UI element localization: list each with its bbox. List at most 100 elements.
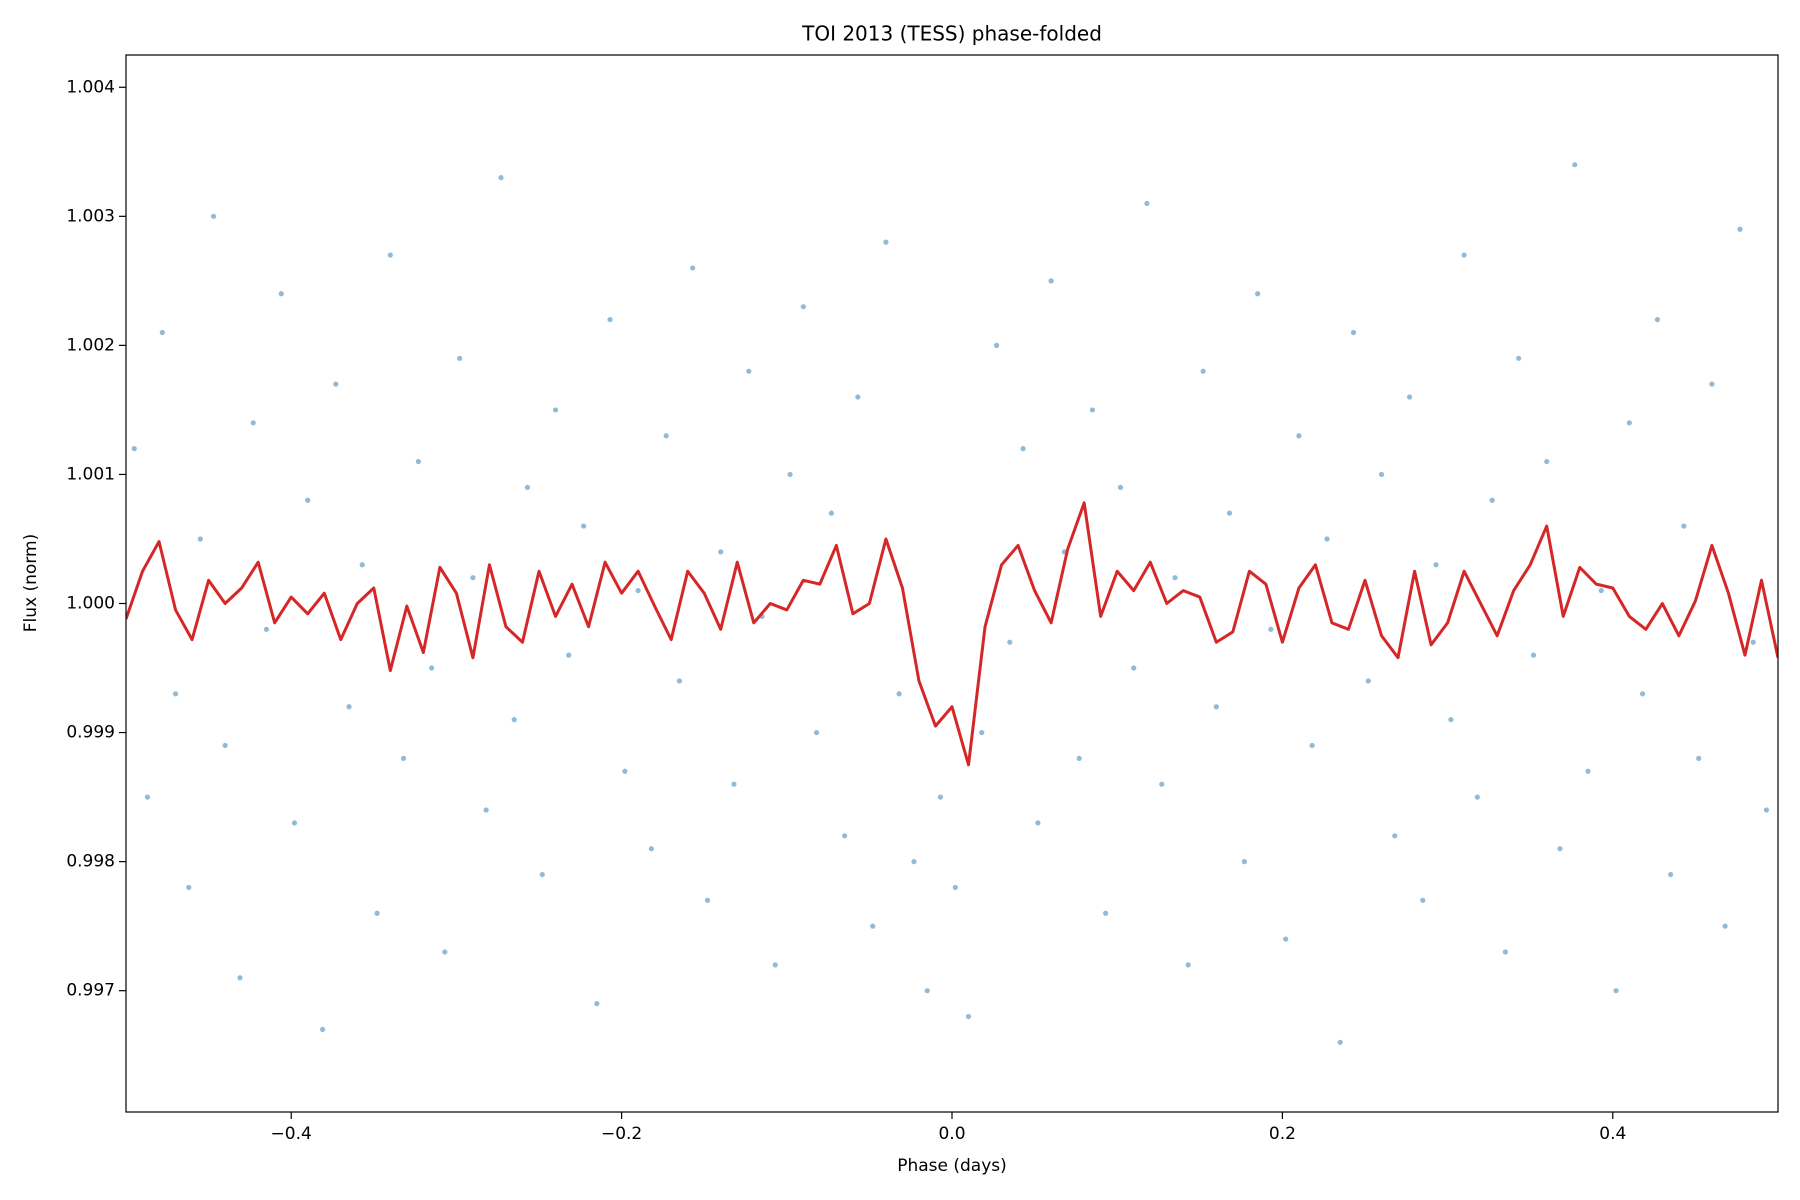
chart-title: TOI 2013 (TESS) phase-folded [801, 22, 1102, 46]
data-point [581, 523, 587, 529]
data-point [1226, 510, 1233, 516]
data-point [457, 355, 463, 361]
data-point [1530, 652, 1537, 658]
y-axis-label: Flux (norm) [21, 534, 41, 632]
data-point [1283, 936, 1289, 942]
data-point [648, 846, 654, 852]
data-point [1737, 226, 1743, 232]
data-point [813, 729, 820, 736]
data-point [1213, 704, 1219, 710]
data-point [607, 316, 613, 323]
data-point [442, 949, 448, 955]
data-point [1131, 665, 1137, 671]
data-point [237, 975, 243, 981]
data-point [800, 304, 806, 310]
data-point [1516, 355, 1522, 361]
data-point [1420, 897, 1426, 903]
data-point [1365, 678, 1371, 684]
data-point [291, 820, 298, 826]
data-point [1461, 252, 1467, 258]
data-point [828, 510, 835, 516]
data-point [704, 897, 711, 903]
y-tick-label: 1.004 [66, 77, 115, 97]
data-point [1763, 807, 1770, 813]
data-point [965, 1013, 972, 1020]
data-point [1103, 910, 1109, 916]
data-point [896, 691, 902, 697]
data-point [346, 704, 352, 710]
data-point [470, 575, 476, 581]
data-point [855, 394, 861, 400]
data-point [1544, 458, 1550, 465]
data-point [539, 871, 545, 878]
data-point [1350, 329, 1357, 336]
data-point [1076, 755, 1082, 761]
plot-area [126, 162, 1778, 1045]
data-point [883, 239, 889, 245]
data-point [374, 910, 380, 916]
data-point [400, 755, 407, 761]
data-point [278, 291, 284, 297]
data-point [870, 923, 876, 929]
data-point [1268, 626, 1274, 632]
data-point [979, 729, 985, 736]
data-point [429, 665, 435, 671]
data-point [511, 717, 517, 723]
data-point [718, 549, 724, 555]
data-point [222, 742, 228, 749]
data-point [937, 794, 944, 800]
x-tick-label: 0.0 [938, 1124, 965, 1144]
data-point [498, 175, 504, 181]
data-point [1668, 871, 1674, 878]
data-point [594, 1000, 600, 1007]
data-point [319, 1026, 326, 1033]
data-point [1241, 859, 1248, 865]
data-point [842, 833, 848, 839]
data-point [1089, 407, 1096, 413]
data-point [159, 329, 165, 336]
data-point [924, 988, 930, 994]
data-point [131, 446, 137, 452]
data-point [1117, 484, 1124, 490]
data-point [787, 471, 793, 478]
data-point [1309, 742, 1315, 749]
data-point [210, 213, 217, 219]
data-point [1392, 833, 1398, 839]
data-point [1654, 316, 1661, 323]
y-tick-label: 1.003 [66, 206, 115, 226]
y-tick-label: 0.997 [66, 981, 115, 1001]
data-point [772, 962, 778, 968]
x-tick-label: 0.4 [1599, 1124, 1626, 1144]
data-point [1172, 575, 1178, 581]
data-point [1324, 536, 1330, 542]
data-point [566, 652, 572, 658]
axes-frame [125, 54, 1779, 1113]
data-point [1557, 846, 1563, 852]
data-point [690, 265, 696, 271]
data-point [387, 252, 393, 258]
data-point [1598, 587, 1604, 594]
data-point [994, 342, 1000, 348]
data-point [1255, 291, 1261, 297]
data-point [1433, 562, 1439, 568]
data-point [1048, 278, 1054, 284]
data-point [263, 626, 270, 632]
data-point [1489, 497, 1495, 503]
data-point [622, 768, 628, 774]
data-point [746, 368, 752, 374]
data-point [1696, 755, 1702, 761]
data-point [1337, 1039, 1343, 1045]
data-point [483, 807, 489, 813]
data-point [1185, 962, 1191, 968]
data-point [1378, 471, 1385, 478]
data-point [1407, 394, 1413, 400]
data-point [359, 562, 365, 568]
data-point [1200, 368, 1206, 374]
data-point [1007, 639, 1013, 645]
data-point [1035, 820, 1041, 826]
x-tick-label: 0.2 [1269, 1124, 1296, 1144]
y-tick-label: 0.998 [66, 852, 115, 872]
data-point [635, 587, 641, 594]
data-point [1750, 639, 1756, 645]
